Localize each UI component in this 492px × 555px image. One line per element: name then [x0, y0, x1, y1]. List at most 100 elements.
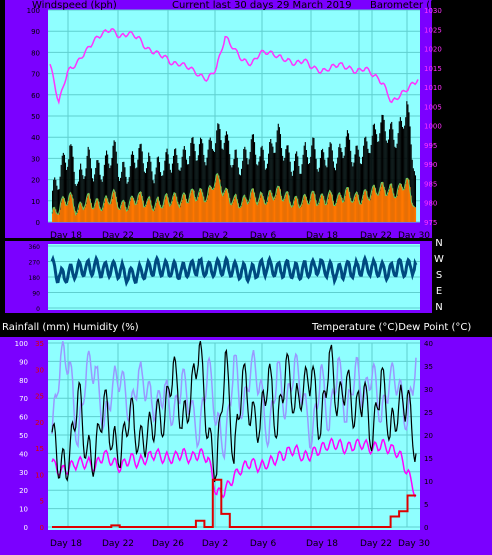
- wind-gust-bar: [406, 101, 408, 222]
- wind-gust-bar: [169, 169, 171, 222]
- wind-average-bar: [340, 195, 342, 222]
- wind-gust-bar: [256, 164, 258, 222]
- wind-gust-bar: [211, 148, 213, 222]
- wind-gust-bar: [361, 156, 364, 222]
- wind-average-bar: [188, 202, 190, 222]
- rainfall-y-tick-label: 10: [35, 471, 44, 479]
- wind-gust-bar: [410, 144, 412, 222]
- wind-gust-bar: [239, 175, 242, 222]
- wind-average-bar: [103, 202, 105, 222]
- wind-gust-bar: [108, 163, 110, 222]
- humidity-y-tick-label: 0: [24, 524, 28, 532]
- wind-gust-bar: [52, 190, 54, 222]
- wind-average-bar: [289, 201, 291, 222]
- wind-average-bar: [255, 197, 257, 222]
- wind-gust-bar: [247, 164, 249, 222]
- wind-average-bar: [253, 192, 256, 222]
- wind-average-bar: [393, 193, 395, 222]
- wind-x-tick-label: Day 6: [250, 231, 277, 241]
- wind-gust-bar: [312, 137, 314, 222]
- wind-gust-bar: [114, 141, 116, 222]
- wind-gust-bar: [399, 117, 401, 222]
- wind-average-bar: [248, 202, 250, 222]
- wind-average-bar: [100, 209, 102, 222]
- wind-average-bar: [296, 196, 298, 222]
- wind-average-bar: [290, 205, 292, 222]
- temperature-x-tick-label: Day 26: [152, 539, 184, 549]
- wind-gust-bar: [392, 129, 394, 222]
- wind-gust-bar: [166, 148, 168, 222]
- wind-gust-bar: [53, 179, 55, 222]
- direction-y-tick-label: 360: [29, 244, 41, 251]
- wind-gust-bar: [244, 146, 246, 222]
- wind-gust-bar: [125, 176, 127, 222]
- wind-average-bar: [130, 197, 132, 222]
- wind-gust-bar: [72, 156, 74, 222]
- wind-average-bar: [239, 207, 242, 222]
- wind-gust-bar: [243, 148, 245, 222]
- wind-average-bar: [370, 195, 372, 222]
- wind-average-bar: [101, 210, 103, 222]
- wind-average-bar: [297, 198, 299, 222]
- wind-average-bar: [386, 195, 388, 222]
- temperature-y-tick-label: 5: [424, 501, 428, 509]
- wind-gust-bar: [193, 143, 195, 222]
- direction-y-tick-label: 0: [36, 306, 40, 313]
- wind-gust-bar: [242, 160, 244, 222]
- wind-gust-bar: [354, 154, 356, 222]
- wind-average-bar: [252, 188, 255, 222]
- wind-gust-bar: [364, 137, 366, 222]
- wind-gust-bar: [128, 177, 130, 222]
- wind-average-bar: [408, 179, 410, 222]
- wind-average-bar: [285, 194, 287, 222]
- wind-gust-bar: [62, 152, 64, 222]
- wind-average-bar: [195, 200, 197, 222]
- wind-average-bar: [228, 193, 230, 222]
- wind-gust-bar: [207, 149, 209, 222]
- wind-gust-bar: [194, 151, 196, 222]
- wind-average-bar: [278, 186, 280, 222]
- wind-gust-bar: [292, 170, 294, 222]
- wind-average-bar: [269, 191, 271, 222]
- wind-gust-bar: [79, 169, 81, 222]
- wind-gust-bar: [180, 167, 182, 222]
- wind-average-bar: [179, 207, 181, 222]
- wind-average-bar: [229, 198, 231, 222]
- wind-average-bar: [410, 195, 412, 222]
- wind-average-bar: [96, 198, 98, 222]
- wind-gust-bar: [314, 149, 316, 222]
- wind-gust-bar: [274, 152, 276, 222]
- wind-gust-bar: [252, 134, 255, 222]
- wind-average-bar: [137, 199, 139, 222]
- wind-average-bar: [81, 203, 83, 222]
- wind-average-bar: [387, 192, 390, 222]
- wind-average-bar: [59, 209, 61, 222]
- wind-gust-bar: [192, 136, 194, 222]
- wind-y-tick-label: 40: [31, 134, 40, 142]
- wind-average-bar: [352, 202, 354, 222]
- wind-average-bar: [184, 194, 186, 222]
- wind-average-bar: [70, 192, 72, 222]
- wind-gust-bar: [219, 129, 221, 222]
- wind-gust-bar: [116, 163, 118, 222]
- rainfall-line: [52, 478, 416, 528]
- wind-average-bar: [197, 196, 199, 222]
- wind-gust-bar: [237, 167, 239, 222]
- wind-average-bar: [298, 204, 300, 222]
- wind-average-bar: [172, 196, 175, 222]
- wind-gust-bar: [382, 115, 384, 222]
- wind-average-bar: [214, 187, 216, 222]
- wind-gust-bar: [306, 157, 309, 222]
- wind-gust-bar: [66, 169, 68, 222]
- wind-average-bar: [199, 188, 202, 222]
- wind-average-bar: [110, 203, 112, 222]
- wind-average-bar: [396, 195, 398, 222]
- wind-average-bar: [84, 207, 86, 222]
- wind-average-bar: [68, 200, 70, 222]
- humidity-y-tick-label: 100: [15, 340, 28, 348]
- chart-title: Current last 30 days 29 March 2019: [172, 0, 352, 11]
- wind-gust-bar: [381, 114, 383, 222]
- wind-gust-bar: [88, 149, 90, 222]
- wind-gust-bar: [139, 144, 141, 222]
